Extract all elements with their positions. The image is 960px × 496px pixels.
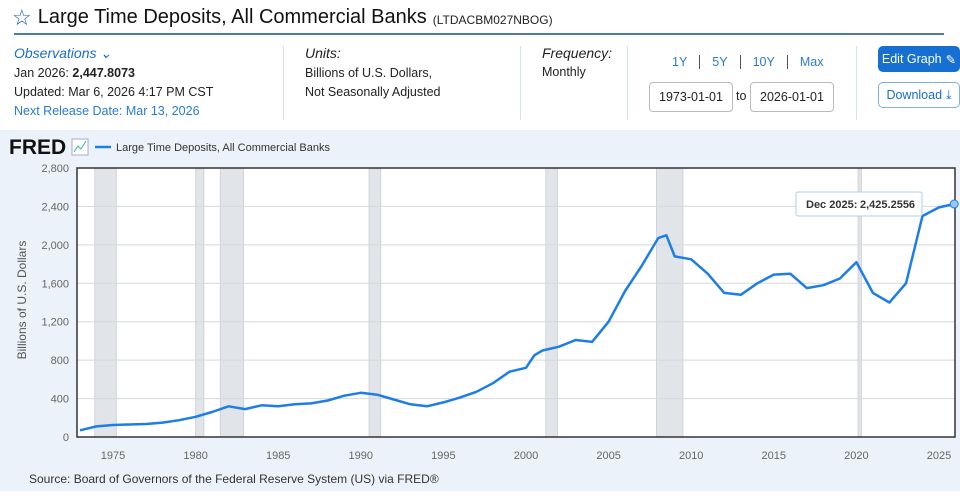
download-label: Download xyxy=(886,88,942,102)
units-line1: Billions of U.S. Dollars, xyxy=(305,64,441,83)
x-tick-label: 2000 xyxy=(514,450,538,462)
download-icon: ⤓ xyxy=(946,88,952,103)
range-10y[interactable]: 10Y xyxy=(741,55,788,69)
x-tick-label: 1985 xyxy=(266,450,290,462)
x-tick-label: 1980 xyxy=(183,450,207,462)
recession-band xyxy=(369,168,381,437)
range-max[interactable]: Max xyxy=(788,55,836,69)
tooltip-label: Dec 2025: xyxy=(806,199,857,211)
edit-icon: ✎ xyxy=(946,52,956,67)
page-title: Large Time Deposits, All Commercial Bank… xyxy=(38,6,427,29)
divider xyxy=(856,46,857,120)
y-tick-label: 400 xyxy=(51,394,69,406)
series-id: (LTDACBM027NBOG) xyxy=(433,13,553,27)
range-buttons: 1Y 5Y 10Y Max xyxy=(660,55,835,69)
chart[interactable]: FRED Large Time Deposits, All Commercial… xyxy=(0,130,960,491)
hover-marker xyxy=(950,200,958,208)
chart-type-icon[interactable] xyxy=(72,139,88,155)
latest-value: 2,447.8073 xyxy=(72,66,135,80)
frequency-value: Monthly xyxy=(542,63,612,82)
observations-label[interactable]: Observations xyxy=(14,45,96,61)
divider xyxy=(627,46,628,120)
frequency-label: Frequency: xyxy=(542,44,612,63)
y-axis-label: Billions of U.S. Dollars xyxy=(15,241,29,360)
legend-label: Large Time Deposits, All Commercial Bank… xyxy=(116,142,330,154)
end-date-input[interactable]: 2026-01-01 xyxy=(750,82,834,112)
frequency-block: Frequency: Monthly xyxy=(542,44,612,82)
latest-label: Jan 2026: xyxy=(14,66,69,80)
x-tick-label: 2005 xyxy=(596,450,620,462)
edit-graph-button[interactable]: Edit Graph ✎ xyxy=(878,46,960,72)
observations-dropdown[interactable]: Observations ⌄ xyxy=(14,44,213,64)
recession-band xyxy=(657,168,683,437)
units-line2: Not Seasonally Adjusted xyxy=(305,83,441,102)
divider xyxy=(283,46,284,120)
y-tick-label: 1,600 xyxy=(41,278,69,290)
range-5y[interactable]: 5Y xyxy=(700,55,740,69)
source-text: Source: Board of Governors of the Federa… xyxy=(29,472,439,486)
y-tick-label: 2,000 xyxy=(41,240,69,252)
download-button[interactable]: Download ⤓ xyxy=(878,82,960,108)
y-tick-label: 800 xyxy=(51,355,69,367)
divider xyxy=(520,46,521,120)
x-tick-label: 2025 xyxy=(927,450,951,462)
recession-band xyxy=(546,168,558,437)
x-tick-label: 2010 xyxy=(679,450,703,462)
y-tick-label: 2,400 xyxy=(41,201,69,213)
units-block: Units: Billions of U.S. Dollars, Not Sea… xyxy=(305,44,441,102)
recession-band xyxy=(196,168,204,437)
x-tick-label: 1975 xyxy=(101,450,125,462)
y-tick-label: 0 xyxy=(63,432,69,444)
tooltip-value: 2,425.2556 xyxy=(860,199,915,211)
series-title: ☆ Large Time Deposits, All Commercial Ba… xyxy=(12,6,553,29)
units-label: Units: xyxy=(305,44,441,63)
x-tick-label: 2020 xyxy=(844,450,868,462)
observations-block: Observations ⌄ Jan 2026: 2,447.8073 Upda… xyxy=(14,44,213,121)
edit-graph-label: Edit Graph xyxy=(882,52,942,66)
next-release-link[interactable]: Next Release Date: Mar 13, 2026 xyxy=(14,102,213,121)
y-tick-label: 1,200 xyxy=(41,317,69,329)
star-icon[interactable]: ☆ xyxy=(12,7,32,29)
recession-band xyxy=(95,168,116,437)
range-1y[interactable]: 1Y xyxy=(660,55,700,69)
to-label: to xyxy=(736,89,746,103)
chevron-down-icon: ⌄ xyxy=(100,45,112,61)
title-divider xyxy=(14,33,944,35)
x-tick-label: 1995 xyxy=(431,450,455,462)
recession-band xyxy=(220,168,243,437)
chart-panel: FRED Large Time Deposits, All Commercial… xyxy=(0,130,960,491)
fred-logo: FRED xyxy=(9,136,66,159)
y-tick-label: 2,800 xyxy=(41,163,69,175)
start-date-input[interactable]: 1973-01-01 xyxy=(649,82,733,112)
x-tick-label: 1990 xyxy=(349,450,373,462)
x-tick-label: 2015 xyxy=(762,450,786,462)
updated-text: Updated: Mar 6, 2026 4:17 PM CST xyxy=(14,83,213,102)
